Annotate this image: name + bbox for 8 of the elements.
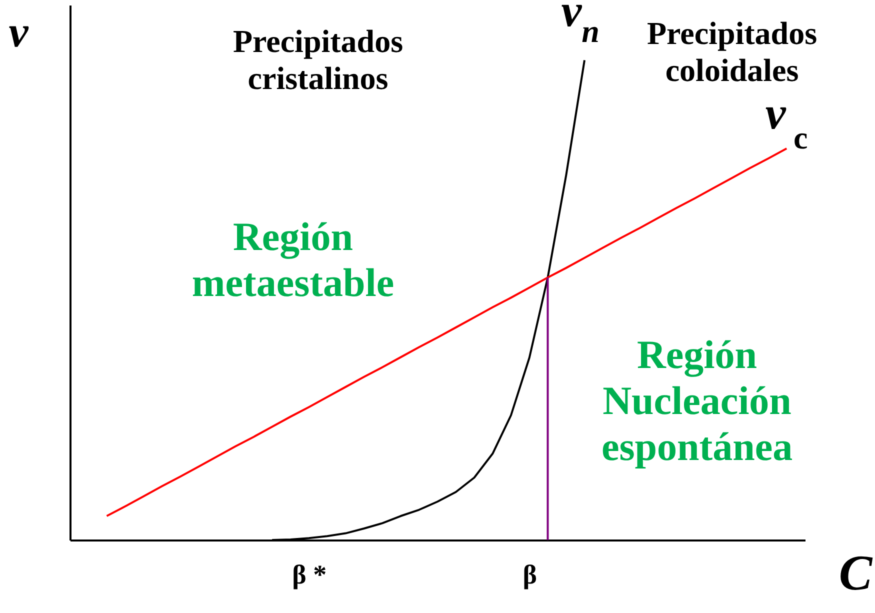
x-tick-label: β *: [292, 560, 327, 590]
annotation: Región Nucleación espontánea: [601, 332, 793, 469]
annotation: Región metaestable: [192, 214, 394, 305]
annotation: Precipitados cristalinos: [232, 23, 404, 96]
annotation: Precipitados coloidales: [646, 15, 818, 88]
x-tick-label: β: [522, 560, 537, 590]
y-axis-title: v: [8, 8, 29, 56]
x-axis-title: C: [838, 544, 873, 600]
